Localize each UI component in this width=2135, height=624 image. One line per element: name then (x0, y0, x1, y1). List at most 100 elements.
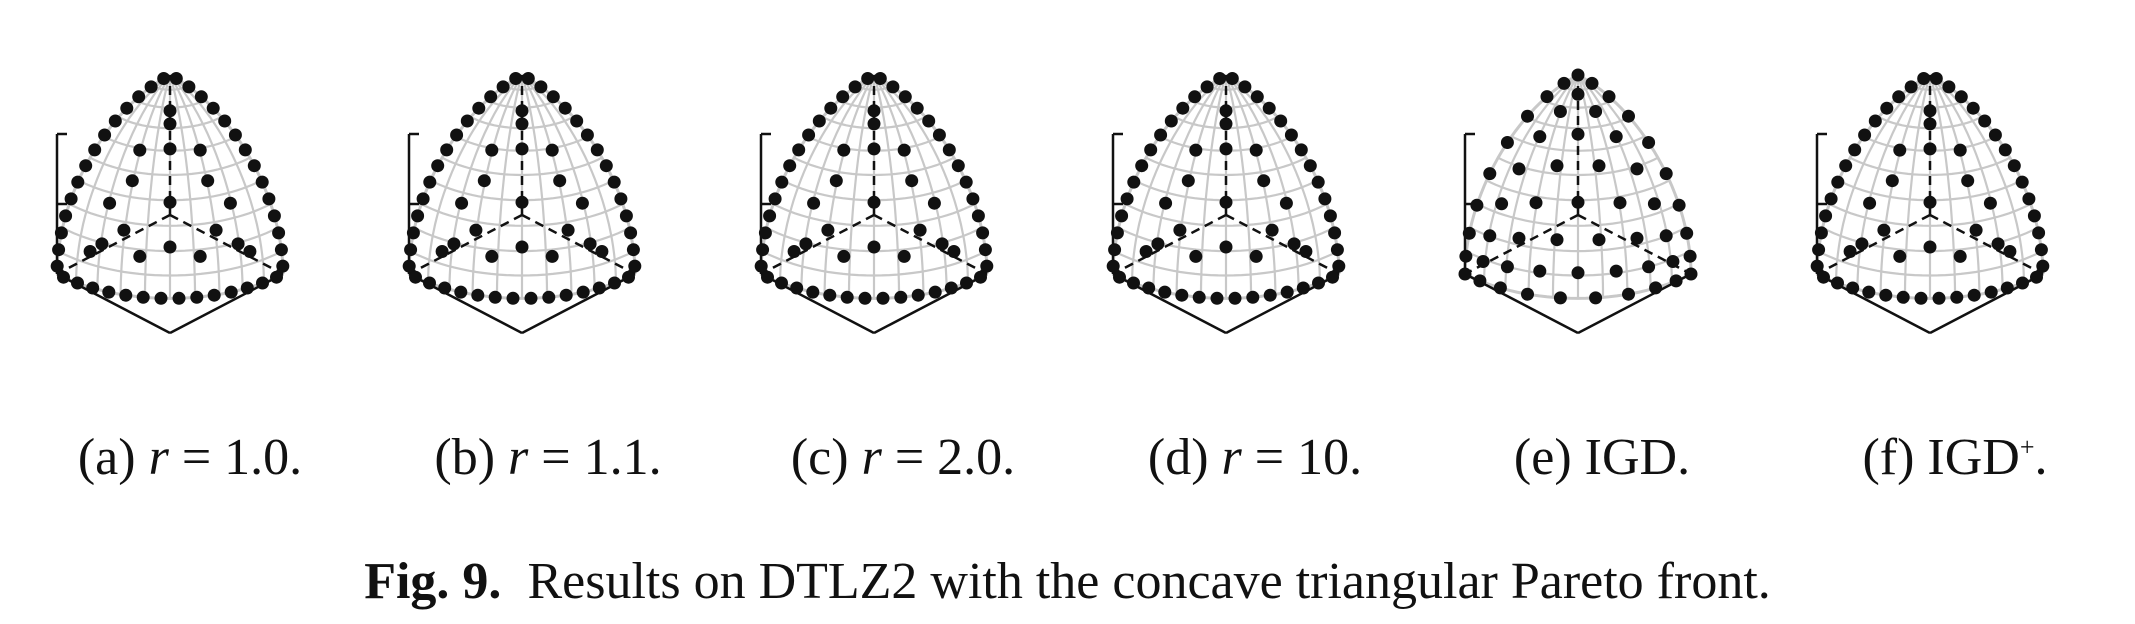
solution-point (1609, 130, 1623, 144)
solution-point (83, 245, 97, 258)
solution-point (1159, 196, 1173, 210)
solution-point (1210, 291, 1224, 305)
solution-point (1953, 249, 1967, 263)
surface-parallel (89, 156, 251, 177)
solution-point (1219, 104, 1233, 118)
solution-point (1868, 114, 1882, 128)
solution-point (1521, 287, 1534, 301)
solution-point (1144, 143, 1158, 157)
solution-point (595, 245, 609, 258)
solution-point (172, 291, 186, 305)
solution-point (792, 143, 806, 157)
solution-point (256, 276, 269, 290)
solution-point (1848, 143, 1862, 157)
solution-point (1904, 80, 1918, 94)
surface-parallel (1124, 203, 1328, 227)
solution-point (1228, 291, 1242, 305)
solution-point (1917, 72, 1931, 85)
solution-point (144, 80, 158, 94)
solution-point (1589, 105, 1603, 118)
solution-point (1589, 291, 1603, 305)
solution-point (1923, 195, 1937, 209)
solution-point (71, 276, 84, 290)
solution-point (787, 245, 801, 258)
solution-point (1950, 290, 1964, 304)
solution-point (1893, 249, 1907, 263)
solution-point (163, 142, 177, 156)
solution-point (1557, 76, 1571, 90)
solution-point (454, 285, 468, 299)
solution-point (2027, 209, 2041, 223)
solution-point (1262, 101, 1276, 115)
solution-point (515, 240, 529, 254)
solution-point (1533, 130, 1547, 144)
solution-point (1609, 264, 1623, 278)
solution-point (1998, 143, 2012, 157)
solution-point (1571, 266, 1585, 280)
solution-point (1923, 240, 1937, 254)
surface-parallel (1470, 226, 1686, 253)
solution-point (607, 175, 621, 189)
solution-point (2003, 245, 2017, 258)
solution-point (1858, 128, 1872, 142)
solution-point (628, 259, 642, 273)
solution-point (1189, 143, 1203, 157)
solution-point (163, 117, 177, 131)
solution-point (423, 175, 437, 189)
solution-point (488, 290, 502, 304)
solution-point (207, 288, 221, 302)
solution-point (546, 90, 560, 104)
solution-point (201, 174, 215, 188)
solution-point (1158, 285, 1172, 299)
solution-point (1622, 109, 1635, 123)
solution-point (897, 143, 911, 157)
solution-point (515, 195, 529, 209)
solution-point (276, 259, 290, 273)
surface-parallel (441, 156, 603, 177)
surface-parallel (1849, 156, 2011, 177)
solution-point (102, 285, 116, 299)
solution-point (1659, 167, 1673, 181)
solution-point (224, 285, 238, 299)
solution-point (867, 104, 881, 118)
solution-point (485, 249, 499, 263)
solution-point (1666, 255, 1680, 268)
solution-point (1164, 114, 1178, 128)
solution-point (1991, 237, 2005, 251)
solution-point (57, 270, 70, 284)
axis-dashed (760, 213, 875, 276)
solution-point (1923, 104, 1937, 118)
solution-point (608, 276, 621, 290)
surface-parallel (68, 203, 272, 227)
solution-point (1493, 281, 1507, 295)
solution-point (583, 237, 597, 251)
solution-point (1250, 90, 1264, 104)
solution-point (1521, 109, 1534, 123)
solution-point (553, 174, 567, 188)
solution-point (435, 245, 449, 258)
solution-point (1571, 127, 1585, 141)
solution-point (1483, 229, 1497, 243)
axis-dashed (521, 213, 636, 276)
solution-point (790, 281, 804, 295)
solution-point (1613, 196, 1627, 210)
solution-point (163, 104, 177, 118)
solution-point (775, 276, 788, 290)
solution-point (416, 192, 430, 206)
solution-point (1529, 196, 1543, 210)
axis-dashed (1929, 213, 2044, 276)
solution-point (267, 209, 281, 223)
solution-point (848, 80, 862, 94)
solution-point (1810, 259, 1824, 273)
solution-point (590, 143, 604, 157)
solution-point (1274, 114, 1288, 128)
solution-point (1127, 175, 1141, 189)
solution-point (484, 90, 498, 104)
solution-point (1961, 174, 1975, 188)
solution-point (1550, 159, 1564, 173)
solution-point (980, 259, 994, 273)
solution-point (922, 114, 936, 128)
solution-point (193, 143, 207, 157)
solution-point (1470, 198, 1484, 212)
axis-dashed (56, 213, 171, 276)
